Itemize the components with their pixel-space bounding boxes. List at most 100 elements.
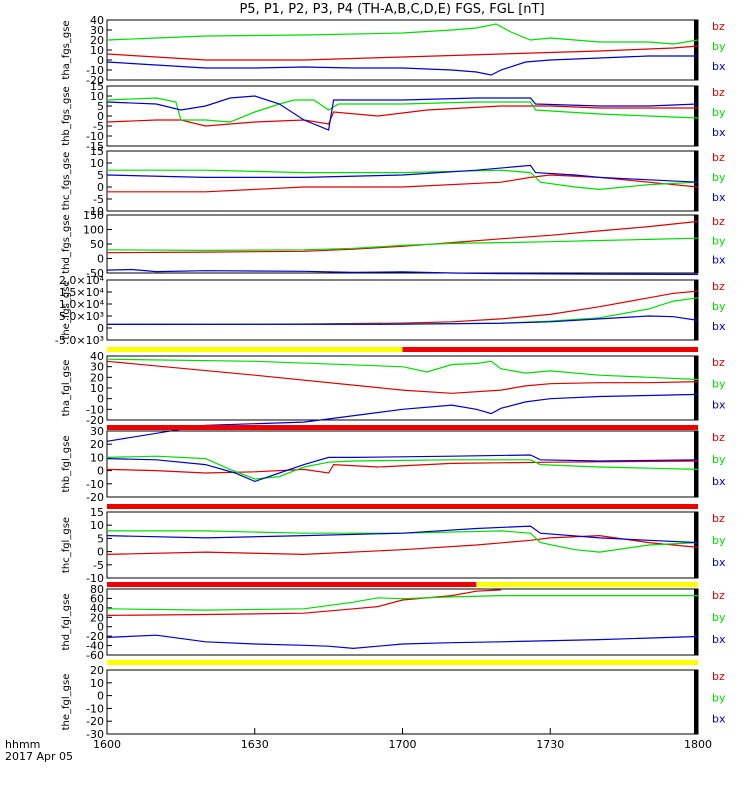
coverage-edge — [694, 280, 698, 340]
series-line-bz — [107, 174, 699, 193]
y-tick-label: 15 — [90, 80, 104, 93]
y-tick-label: 20 — [90, 438, 104, 451]
y-tick-label: -10 — [86, 130, 104, 143]
legend-by: by — [712, 40, 726, 53]
y-axis-label: thb_fgs_gse — [61, 86, 72, 145]
y-tick-label: 10 — [90, 44, 104, 57]
panel-frame — [106, 511, 699, 579]
x-tick-label: 1630 — [241, 738, 269, 751]
y-tick-label: 0 — [97, 181, 104, 194]
series-line-bx — [106, 164, 699, 183]
series-line-by — [106, 358, 699, 381]
y-tick-label: 20 — [90, 371, 104, 384]
y-tick-label: -50 — [86, 267, 104, 280]
series-line-bx — [106, 268, 699, 275]
legend-bz: bz — [712, 431, 725, 444]
series-line-bx — [106, 55, 698, 76]
series-line-by — [106, 237, 699, 252]
y-tick-label: -20 — [86, 491, 104, 504]
legend-bx: bx — [712, 399, 726, 412]
y-tick-label: -10 — [86, 403, 104, 416]
y-tick-label: 40 — [90, 602, 104, 615]
y-axis-label: the_fgs_gse — [61, 280, 72, 339]
y-tick-label: 0 — [97, 110, 104, 123]
y-tick-label: 5 — [97, 169, 104, 182]
y-axis-label: thd_fgl_gse — [61, 594, 72, 651]
series-line-bz — [106, 360, 699, 394]
y-tick-label: -10 — [86, 205, 104, 218]
y-tick-label: 10 — [90, 90, 104, 103]
y-tick-label: 5 — [97, 532, 104, 545]
legend-by: by — [712, 377, 726, 390]
y-tick-label: -10 — [86, 702, 104, 715]
coverage-edge — [694, 215, 698, 273]
y-tick-label: 10 — [90, 677, 104, 690]
coverage-edge — [694, 670, 698, 734]
y-tick-label: 0 — [97, 465, 104, 478]
y-tick-label: 50 — [90, 238, 104, 251]
y-tick-label: -5 — [93, 120, 104, 133]
legend-bx: bx — [712, 713, 726, 726]
panel-frame — [106, 150, 699, 212]
coverage-edge — [694, 589, 698, 655]
y-tick-label: -20 — [86, 715, 104, 728]
legend-bx: bx — [712, 126, 726, 139]
series-line-bx — [106, 393, 699, 442]
panel-the_fgs_gse: 2.0×10⁴1.5×10⁴1.0×10⁴5.0×10³0-5.0×10³the… — [55, 274, 726, 347]
coverage-edge — [694, 512, 698, 578]
y-tick-label: -10 — [86, 64, 104, 77]
chart-title: P5, P1, P2, P3, P4 (TH-A,B,C,D,E) FGS, F… — [239, 2, 544, 17]
series-line-bz — [106, 220, 699, 254]
y-tick-label: -5.0×10³ — [55, 334, 104, 347]
y-tick-label: 60 — [90, 592, 104, 605]
y-tick-label: 0 — [97, 690, 104, 703]
legend-bx: bx — [712, 475, 726, 488]
y-tick-label: -10 — [86, 572, 104, 585]
status-bar-segment — [107, 582, 477, 587]
status-bar-segment — [107, 660, 698, 665]
legend-bx: bx — [712, 556, 726, 569]
series-line-bz — [106, 45, 699, 61]
y-tick-label: -5 — [93, 559, 104, 572]
y-tick-label: 1.0×10⁴ — [59, 298, 105, 311]
legend-bz: bz — [712, 356, 725, 369]
y-tick-label: -20 — [86, 74, 104, 87]
y-tick-label: 40 — [90, 14, 104, 27]
series-line-bz — [106, 290, 699, 325]
y-tick-label: 20 — [90, 611, 104, 624]
legend-bx: bx — [712, 254, 726, 267]
legend-by: by — [712, 171, 726, 184]
y-tick-label: -60 — [86, 649, 104, 662]
y-tick-label: 10 — [90, 519, 104, 532]
y-tick-label: 0 — [97, 393, 104, 406]
series-line-bz — [106, 589, 502, 616]
y-tick-label: 30 — [90, 425, 104, 438]
y-axis-label: thc_fgl_gse — [61, 517, 72, 573]
series-line-bz — [106, 105, 698, 127]
legend-by: by — [712, 106, 726, 119]
series-line-by — [106, 23, 699, 45]
y-tick-label: 2.0×10⁴ — [59, 274, 105, 287]
legend-by: by — [712, 534, 726, 547]
legend-bz: bz — [712, 512, 725, 525]
time-axis-label: hhmm — [5, 738, 40, 751]
y-axis-label: thc_fgs_gse — [61, 152, 72, 211]
coverage-edge — [694, 86, 698, 146]
y-tick-label: 10 — [90, 382, 104, 395]
coverage-edge — [694, 151, 698, 211]
legend-by: by — [712, 234, 726, 247]
series-line-by — [106, 595, 698, 611]
y-axis-label: the_fgl_gse — [61, 674, 72, 731]
y-tick-label: 30 — [90, 361, 104, 374]
series-line-by — [106, 455, 699, 480]
series-line-bx — [106, 95, 699, 131]
y-tick-label: 30 — [90, 24, 104, 37]
x-tick-label: 1800 — [684, 738, 712, 751]
y-tick-label: -20 — [86, 630, 104, 643]
